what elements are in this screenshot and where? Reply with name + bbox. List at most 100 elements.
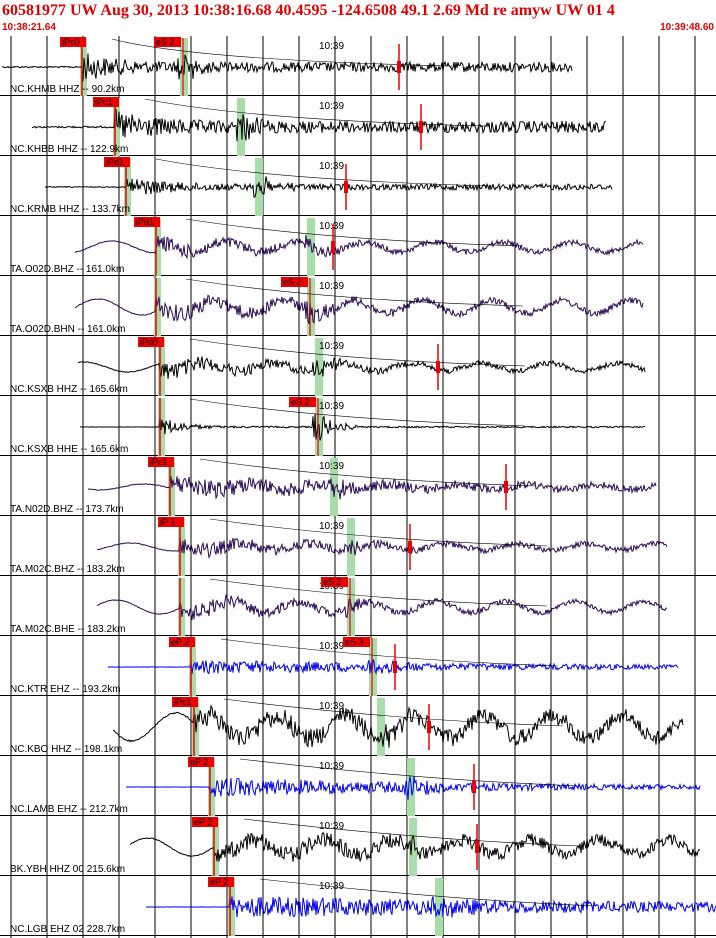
p-window-band <box>124 158 131 216</box>
trace-row: 10:39 eS 2 NC.KSXB HHE -- 165.6km <box>0 397 716 456</box>
event-marker-block <box>436 361 440 373</box>
minute-label: 10:39 <box>319 461 344 472</box>
waveform <box>80 414 646 441</box>
p-pick-label: eP 2 <box>190 757 208 767</box>
waveform <box>129 831 701 862</box>
waveform <box>96 594 668 621</box>
waveform <box>77 356 646 379</box>
s-window-band <box>255 158 263 216</box>
minute-label: 10:39 <box>319 341 344 352</box>
p-pick-label: iPd1 <box>106 157 124 167</box>
s-pick-label: eS 2 <box>323 577 342 587</box>
station-label[interactable]: NC.KRMB HHZ -- 133.7km <box>10 204 130 215</box>
event-title: 60581977 UW Aug 30, 2013 10:38:16.68 40.… <box>2 2 615 19</box>
minute-label: 10:39 <box>319 821 344 832</box>
station-label[interactable]: NC.KHBB HHZ -- 122.9km <box>10 144 128 155</box>
trace-row: 10:39 iPd0 NC.KSXB HHZ -- 165.6km <box>0 337 716 396</box>
s-pick-badge[interactable] <box>289 397 316 407</box>
travel-time-curve <box>243 818 581 847</box>
travel-time-curve <box>111 38 453 67</box>
trace-row: 10:39 iPc0 eS 2 NC.KHMB HHZ -- 90.2km <box>0 37 716 96</box>
travel-time-curve <box>189 398 526 427</box>
s-window-band <box>409 818 417 876</box>
trace-row: 10:39 iPd1 TA.O02D.BHZ -- 161.0km <box>0 217 716 276</box>
p-window-band <box>212 818 219 876</box>
minute-label: 10:39 <box>319 41 344 52</box>
p-pick-label: iPd1 <box>136 217 154 227</box>
minute-label: 10:39 <box>319 281 344 292</box>
minute-label: 10:39 <box>319 101 344 112</box>
p-pick-badge[interactable] <box>208 877 234 887</box>
s-pick-badge[interactable] <box>281 277 308 287</box>
travel-time-curve <box>155 158 493 187</box>
p-window-band <box>154 278 161 336</box>
s-window-band <box>347 518 355 576</box>
p-pick-badge[interactable] <box>172 697 198 707</box>
travel-time-curve <box>144 98 487 127</box>
p-pick-badge[interactable] <box>93 97 119 107</box>
waveform <box>96 536 668 559</box>
p-pick-badge[interactable] <box>169 637 195 647</box>
minute-label: 10:39 <box>319 521 344 532</box>
p-window-band <box>113 98 120 156</box>
trace-row: 10:39 eP 2 BK.YBH HHZ 00 215.6km <box>0 817 716 876</box>
station-label[interactable]: BK.YBH HHZ 00 215.6km <box>10 864 125 875</box>
p-pick-badge[interactable] <box>138 337 164 347</box>
p-pick-label: eP 2 <box>171 637 189 647</box>
p-pick-badge[interactable] <box>188 757 214 767</box>
trace-row: 10:39 eP 2 NC.LAMB EHZ -- 212.7km <box>0 757 716 816</box>
p-window-band <box>154 218 161 276</box>
p-pick-label: eP 2 <box>210 877 228 887</box>
s-window-band <box>435 878 443 936</box>
station-label[interactable]: TA.N02D.BHZ -- 173.7km <box>10 504 124 515</box>
p-pick-badge[interactable] <box>104 157 130 167</box>
event-marker-block <box>419 121 423 133</box>
trace-row: 10:39 eS 2 TA.O02D.BHN -- 161.0km <box>0 277 716 336</box>
travel-time-curve <box>259 878 597 907</box>
s-pick-badge[interactable] <box>154 37 181 47</box>
p-pick-badge[interactable] <box>134 217 160 227</box>
event-marker-block <box>393 661 397 673</box>
p-pick-badge[interactable] <box>148 457 174 467</box>
station-label[interactable]: NC.KSXB HHZ -- 165.6km <box>10 384 128 395</box>
station-label[interactable]: NC.KHMB HHZ -- 90.2km <box>10 84 124 95</box>
s-window-band <box>315 338 323 396</box>
waveform <box>145 896 716 918</box>
p-pick-label: eP 2 <box>194 817 212 827</box>
p-window-band <box>189 638 196 696</box>
p-pick-badge[interactable] <box>158 517 184 527</box>
minute-label: 10:39 <box>319 761 344 772</box>
travel-time-curve <box>239 758 581 787</box>
event-marker-block <box>475 841 479 853</box>
station-label[interactable]: TA.M02C.BHZ -- 183.2km <box>10 564 125 575</box>
event-marker-block <box>472 781 476 793</box>
waveform <box>74 234 644 260</box>
station-label[interactable]: TA.M02C.BHE -- 183.2km <box>10 624 125 635</box>
waveform <box>1 53 573 82</box>
waveform <box>112 704 684 748</box>
minute-label: 10:39 <box>319 641 344 652</box>
seismogram-panel: 10:39 iPc0 eS 2 NC.KHMB HHZ -- 90.2km 10:39 i… <box>0 36 716 938</box>
p-pick-badge[interactable] <box>192 817 218 827</box>
station-label[interactable]: NC.LGB EHZ 02 228.7km <box>10 924 125 935</box>
event-marker-block <box>331 241 335 253</box>
s-pick-badge[interactable] <box>343 637 370 647</box>
p-pick-badge[interactable] <box>60 37 86 47</box>
minute-label: 10:39 <box>319 701 344 712</box>
station-label[interactable]: NC.LAMB EHZ -- 212.7km <box>10 804 128 815</box>
s-window-band <box>369 638 377 696</box>
station-label[interactable]: TA.O02D.BHN -- 161.0km <box>10 324 125 335</box>
s-pick-badge[interactable] <box>321 577 348 587</box>
p-pick-label: iPc1 <box>95 97 113 107</box>
station-label[interactable]: NC.KTR EHZ -- 193.2km <box>10 684 121 695</box>
waveform <box>44 176 613 198</box>
s-window-band <box>330 458 338 516</box>
trace-row: 10:39 iPd1 NC.KRMB HHZ -- 133.7km <box>0 157 716 216</box>
station-label[interactable]: NC.KSXB HHE -- 165.6km <box>10 444 128 455</box>
travel-time-curve <box>223 698 564 727</box>
station-label[interactable]: NC.KBO HHZ -- 198.1km <box>10 744 122 755</box>
station-label[interactable]: TA.O02D.BHZ -- 161.0km <box>10 264 124 275</box>
trace-row: 10:39 eP 2 eS 3 NC.KTR EHZ -- 193.2km <box>0 637 716 696</box>
p-pick-label: iPc1 <box>150 457 168 467</box>
